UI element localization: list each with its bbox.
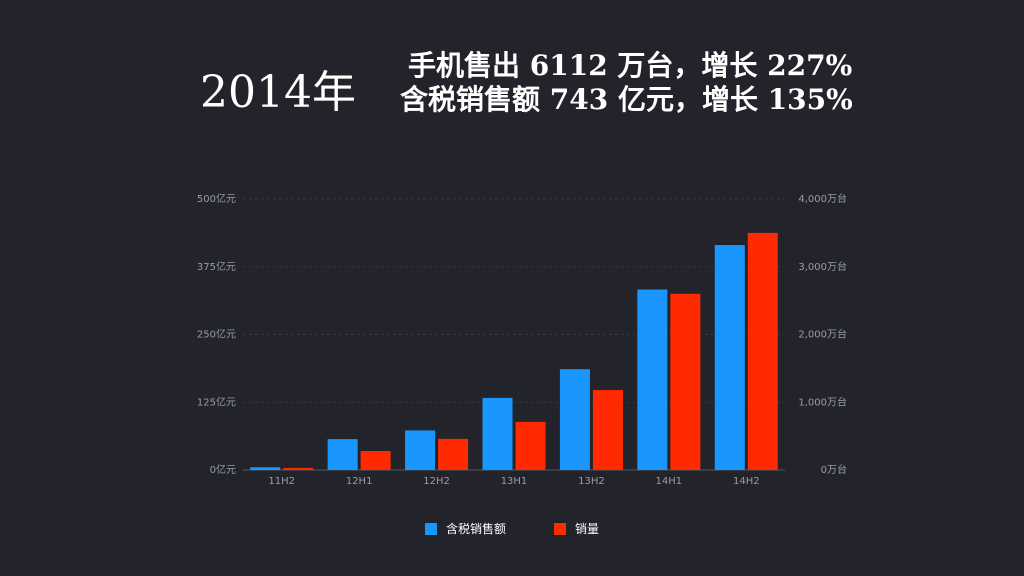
left-tick-label: 250亿元 xyxy=(197,328,236,341)
x-tick-label: 12H1 xyxy=(346,476,373,487)
left-tick-label: 375亿元 xyxy=(197,260,236,273)
bar-revenue xyxy=(405,430,436,470)
gridlines xyxy=(243,198,785,471)
right-tick-label: 4,000万台 xyxy=(798,192,847,205)
left-axis-ticks: 0亿元 125亿元 250亿元 375亿元 500亿元 xyxy=(197,192,236,476)
legend-item-units: 销量 xyxy=(554,520,599,537)
right-tick-label: 3,000万台 xyxy=(798,260,847,273)
year-title: 2014年 xyxy=(200,67,356,118)
x-tick-label: 12H2 xyxy=(423,476,450,487)
bar-units xyxy=(747,232,778,470)
legend: 含税销售额 销量 xyxy=(0,520,1024,537)
x-axis-ticks: 11H2 12H1 12H2 13H1 13H2 14H1 14H2 xyxy=(268,476,759,487)
bar-units xyxy=(515,421,546,470)
legend-item-revenue: 含税销售额 xyxy=(424,520,506,537)
x-tick-label: 14H1 xyxy=(656,476,683,487)
left-tick-label: 500亿元 xyxy=(197,192,236,205)
bar-units xyxy=(592,390,623,470)
left-tick-label: 0亿元 xyxy=(210,463,236,476)
legend-label-revenue: 含税销售额 xyxy=(445,522,506,536)
bar-revenue xyxy=(327,439,358,470)
bar-units xyxy=(670,293,701,470)
right-axis-ticks: 0万台 1,000万台 2,000万台 3,000万台 4,000万台 xyxy=(798,192,847,476)
right-tick-label: 0万台 xyxy=(821,463,847,476)
right-tick-label: 1,000万台 xyxy=(798,395,847,408)
bar-units xyxy=(360,451,391,470)
bars xyxy=(250,232,778,470)
bar-revenue xyxy=(482,397,513,470)
bar-units xyxy=(438,438,469,470)
bar-revenue xyxy=(250,467,281,470)
headline-units-sold: 手机售出 6112 万台，增长 227% xyxy=(408,49,853,82)
x-tick-label: 13H2 xyxy=(578,476,605,487)
right-tick-label: 2,000万台 xyxy=(798,328,847,341)
bar-units xyxy=(283,467,314,470)
headline-revenue: 含税销售额 743 亿元，增长 135% xyxy=(400,83,853,116)
bar-revenue xyxy=(559,369,590,470)
legend-swatch-revenue xyxy=(424,522,437,535)
x-tick-label: 11H2 xyxy=(268,476,295,487)
legend-swatch-units xyxy=(554,522,566,535)
x-tick-label: 14H2 xyxy=(733,476,760,487)
left-tick-label: 125亿元 xyxy=(197,395,236,408)
bar-revenue xyxy=(637,289,668,470)
legend-label-units: 销量 xyxy=(575,522,600,536)
x-tick-label: 13H1 xyxy=(501,476,528,487)
bar-revenue xyxy=(714,245,745,470)
